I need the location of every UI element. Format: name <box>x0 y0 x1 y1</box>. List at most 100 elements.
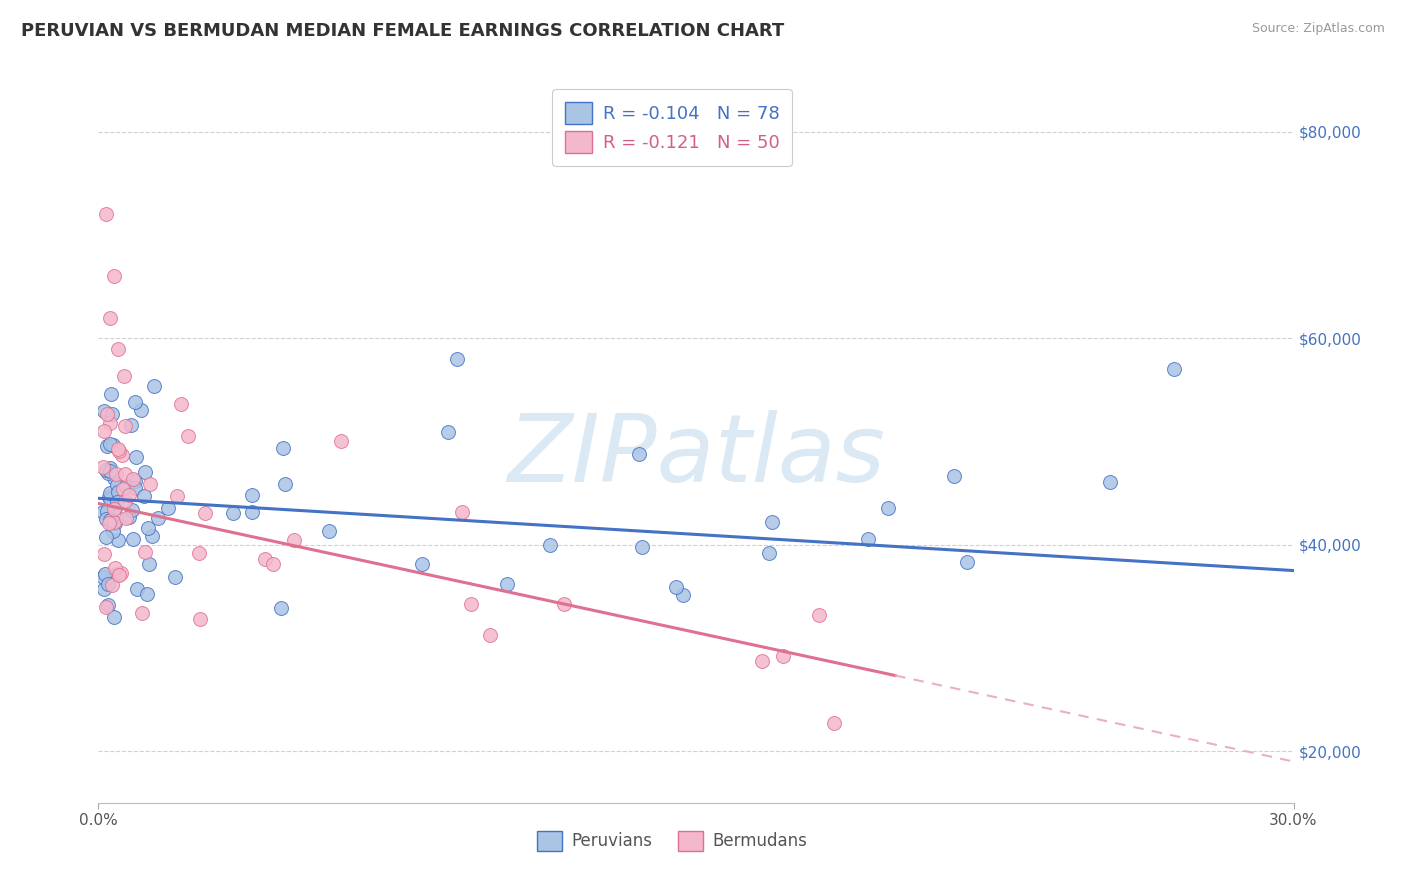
Point <box>103 610 125 624</box>
Point <box>194 506 217 520</box>
Point <box>120 417 142 432</box>
Point <box>100 491 122 506</box>
Point <box>132 489 155 503</box>
Point <box>100 492 122 507</box>
Point <box>138 557 160 571</box>
Point <box>101 577 124 591</box>
Point <box>93 547 115 561</box>
Point <box>112 368 135 383</box>
Point <box>103 827 125 841</box>
Text: PERUVIAN VS BERMUDAN MEDIAN FEMALE EARNINGS CORRELATION CHART: PERUVIAN VS BERMUDAN MEDIAN FEMALE EARNI… <box>21 22 785 40</box>
Point <box>129 402 152 417</box>
Point <box>94 463 117 477</box>
Point <box>478 628 501 642</box>
Point <box>134 545 156 559</box>
Point <box>451 505 474 519</box>
Point <box>101 407 124 421</box>
Point <box>446 351 468 366</box>
Point <box>103 524 125 539</box>
Point <box>103 269 125 284</box>
Point <box>553 597 575 611</box>
Point <box>96 207 118 221</box>
Point <box>141 529 163 543</box>
Point <box>97 599 120 613</box>
Point <box>254 552 277 566</box>
Point <box>665 581 688 595</box>
Point <box>672 588 695 602</box>
Legend: Peruvians, Bermudans: Peruvians, Bermudans <box>529 822 815 860</box>
Point <box>93 505 115 519</box>
Point <box>630 540 652 554</box>
Point <box>761 515 783 529</box>
Point <box>330 434 353 449</box>
Text: ZIPatlas: ZIPatlas <box>508 410 884 501</box>
Point <box>122 472 145 486</box>
Point <box>156 500 179 515</box>
Point <box>94 530 117 544</box>
Point <box>134 465 156 479</box>
Point <box>103 471 125 485</box>
Point <box>93 566 115 581</box>
Point <box>283 533 305 547</box>
Point <box>96 504 118 518</box>
Point <box>97 577 120 591</box>
Point <box>105 495 128 509</box>
Point <box>124 395 146 409</box>
Point <box>93 404 115 418</box>
Point <box>271 441 294 455</box>
Point <box>460 597 482 611</box>
Point <box>751 654 773 668</box>
Point <box>163 570 186 584</box>
Point <box>111 482 134 496</box>
Point <box>108 444 131 458</box>
Point <box>98 436 121 450</box>
Point <box>148 511 170 525</box>
Point <box>107 442 129 456</box>
Point <box>538 538 561 552</box>
Point <box>125 450 148 465</box>
Point <box>91 459 114 474</box>
Point <box>495 577 517 591</box>
Point <box>98 461 121 475</box>
Point <box>956 555 979 569</box>
Point <box>111 448 134 462</box>
Point <box>411 557 433 571</box>
Point <box>121 502 143 516</box>
Point <box>105 567 128 582</box>
Point <box>96 407 118 421</box>
Point <box>104 501 127 516</box>
Point <box>437 425 460 439</box>
Point <box>240 487 263 501</box>
Point <box>856 533 879 547</box>
Point <box>94 599 117 614</box>
Point <box>103 501 125 516</box>
Point <box>104 516 127 531</box>
Point <box>118 488 141 502</box>
Point <box>97 516 120 530</box>
Point <box>876 501 898 516</box>
Point <box>118 510 141 524</box>
Point <box>114 494 136 508</box>
Point <box>318 524 340 539</box>
Point <box>131 606 153 620</box>
Point <box>270 600 292 615</box>
Point <box>93 424 115 438</box>
Point <box>758 546 780 560</box>
Point <box>98 416 121 430</box>
Text: Source: ZipAtlas.com: Source: ZipAtlas.com <box>1251 22 1385 36</box>
Point <box>187 546 209 560</box>
Point <box>221 506 243 520</box>
Point <box>98 490 121 504</box>
Point <box>177 429 200 443</box>
Point <box>943 468 966 483</box>
Point <box>101 438 124 452</box>
Point <box>125 582 148 596</box>
Point <box>628 447 651 461</box>
Point <box>100 513 122 527</box>
Point <box>1163 362 1185 376</box>
Point <box>91 570 114 584</box>
Point <box>98 514 121 528</box>
Point <box>169 397 191 411</box>
Point <box>107 342 129 356</box>
Point <box>114 479 136 493</box>
